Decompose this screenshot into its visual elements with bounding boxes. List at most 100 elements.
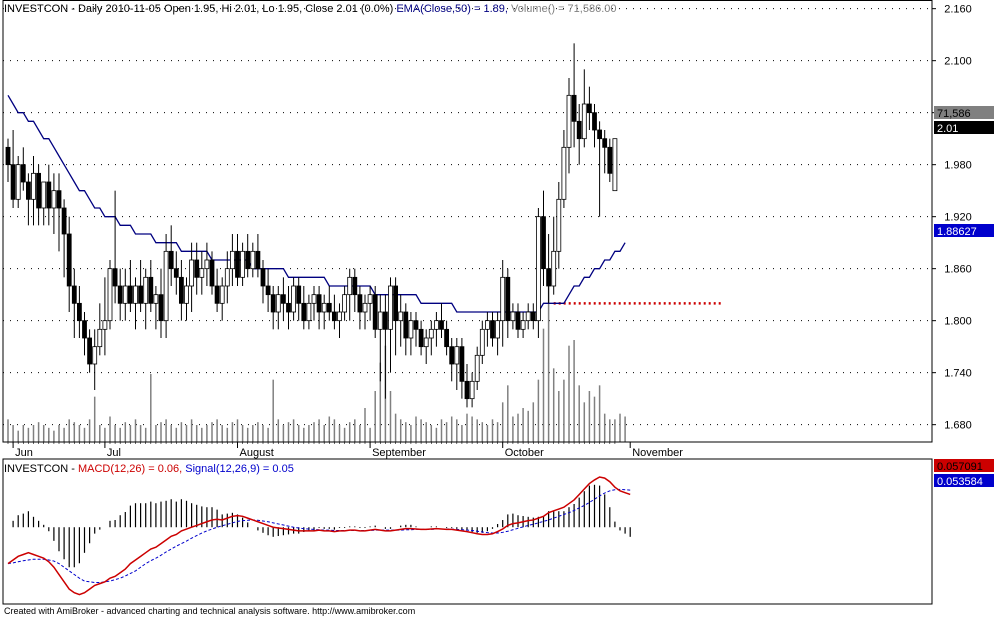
candle (382, 294, 388, 399)
candle (423, 329, 429, 364)
candle (199, 251, 205, 295)
candle-body (61, 207, 67, 235)
price-header: INVESTCON - Daily 2010-11-05 Open 1.95, … (4, 3, 617, 15)
candle (214, 268, 220, 312)
candle-body (571, 94, 577, 122)
candle (143, 268, 149, 330)
candle-body (510, 311, 516, 322)
candle-body (484, 320, 490, 330)
candle (372, 286, 378, 338)
macd-label: MACD(12,26) = 0.06, (77, 463, 183, 475)
candle (500, 260, 506, 347)
candle (133, 277, 138, 330)
candle-body (286, 302, 291, 313)
candle-body (229, 250, 235, 270)
candle (97, 303, 103, 356)
candle (194, 242, 200, 295)
candle-body (372, 294, 378, 330)
macd-histogram (12, 484, 631, 568)
date-axis: Jun Jul August September October November (7, 442, 683, 459)
candle-body (265, 285, 271, 296)
candle (326, 286, 332, 321)
candle (592, 104, 597, 148)
candle-body (433, 320, 439, 330)
candle (291, 277, 297, 321)
candle (25, 173, 31, 226)
candle (127, 260, 133, 312)
candle-body (194, 259, 200, 278)
x-tick-label: September (372, 447, 426, 459)
candle (581, 69, 587, 148)
candle (270, 286, 276, 330)
candle (418, 320, 424, 356)
candle (15, 156, 21, 208)
candle-body (382, 311, 388, 330)
candle-body (607, 146, 613, 174)
candle (587, 86, 592, 130)
candle-body (184, 285, 189, 304)
candle (204, 242, 210, 286)
candle-body (122, 285, 128, 304)
candle (286, 286, 291, 330)
candle-body (393, 285, 399, 322)
y-tick-label: 2.100 (944, 56, 972, 68)
candle (87, 329, 92, 373)
candle (316, 286, 322, 330)
candle-body (525, 311, 531, 322)
price-axis: 1.6801.7401.8001.8601.9201.9802.0402.100… (932, 4, 994, 432)
ema-value-badge-text: 1.88627 (937, 226, 977, 238)
candle-body (199, 268, 205, 278)
macd-prefix: INVESTCON - (4, 463, 78, 475)
macd-panel-border (2, 458, 933, 605)
candle-body (347, 276, 353, 296)
candle-body (224, 268, 230, 287)
candle (240, 242, 246, 286)
x-tick-label: Jun (15, 447, 33, 459)
candle (469, 372, 475, 408)
candle (541, 190, 546, 286)
candle (439, 303, 444, 338)
volume-value-badge: 71,586 (934, 106, 994, 120)
candle (10, 130, 16, 208)
candle-body (214, 285, 220, 304)
x-tick-label: November (632, 447, 683, 459)
candle (260, 260, 266, 304)
candle-body (280, 294, 286, 304)
candle-body (444, 328, 450, 348)
candle (331, 294, 337, 330)
ema-label: EMA(Close,50) = 1.89, (396, 3, 508, 15)
candle (112, 190, 118, 304)
candle (551, 216, 557, 295)
candle-body (587, 103, 592, 114)
candle (245, 234, 251, 278)
candle (479, 320, 485, 364)
candle (71, 268, 77, 338)
candle (377, 294, 383, 382)
candle-body (561, 146, 567, 200)
candle (490, 312, 495, 347)
chart-frame (2, 0, 933, 605)
candle-body (326, 302, 332, 313)
signal-value-text: 0.053584 (937, 476, 983, 488)
candle-body (25, 181, 31, 200)
candle (219, 277, 225, 321)
price-panel-border (2, 0, 933, 443)
volume-label: Volume() = 71,586.00 (511, 3, 617, 15)
y-tick-label: 1.980 (944, 160, 972, 172)
candle (612, 138, 618, 192)
candle (296, 277, 302, 321)
candle (520, 312, 526, 338)
ema-value-badge: 1.88627 (934, 224, 994, 238)
candle-body (505, 276, 511, 322)
candle-body (388, 285, 393, 330)
candle-body (260, 268, 266, 287)
candle-body (428, 328, 434, 339)
candle-body (479, 328, 485, 356)
candle-body (306, 302, 312, 322)
candle (388, 277, 393, 373)
candle (138, 260, 144, 312)
candle (66, 216, 72, 312)
candle (301, 286, 307, 330)
ema-value-badge-box (934, 224, 994, 237)
macd-axis: 0.057091 0.053584 (934, 459, 994, 488)
